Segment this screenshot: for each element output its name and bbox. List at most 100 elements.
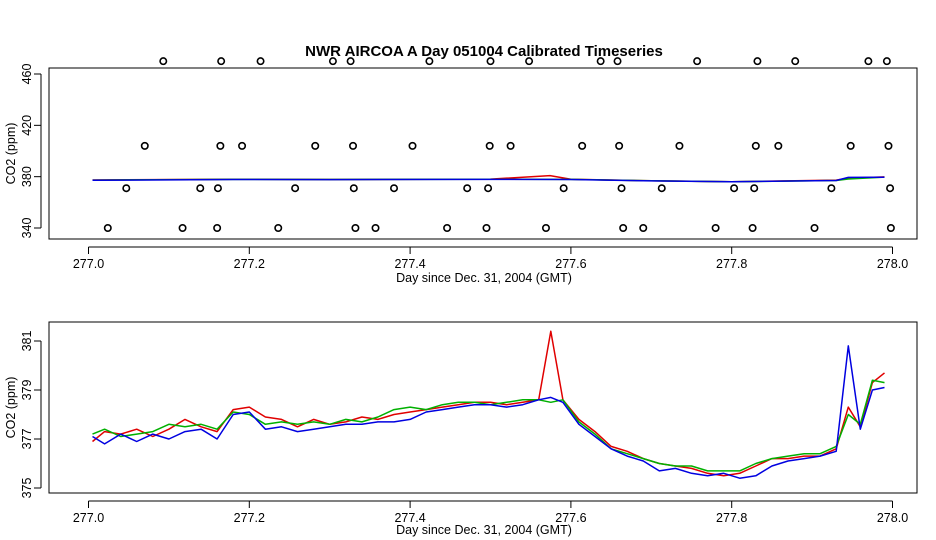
x-tick-label: 277.4	[394, 511, 425, 525]
calibration-point	[884, 141, 893, 150]
calibration-point	[217, 57, 226, 66]
calibration-point	[613, 57, 622, 66]
y-tick-label: 375	[20, 478, 34, 499]
calibration-point	[349, 141, 358, 150]
calibration-point	[425, 57, 434, 66]
calibration-point	[484, 184, 493, 193]
calibration-point	[213, 184, 222, 193]
calibration-point	[846, 141, 855, 150]
calibration-point	[408, 141, 417, 150]
bottom-x-axis-label: Day since Dec. 31, 2004 (GMT)	[396, 523, 572, 537]
bottom-series-lines	[92, 330, 885, 479]
calibration-point	[639, 224, 648, 233]
calibration-point	[351, 224, 360, 233]
series-line-green	[92, 379, 885, 472]
calibration-point	[103, 224, 112, 233]
calibration-point	[159, 57, 168, 66]
y-tick-label: 380	[20, 166, 34, 187]
calibration-point	[559, 184, 568, 193]
top-x-axis: 277.0 277.2 277.4 277.6 277.8 278.0	[73, 246, 908, 271]
bottom-x-axis: 277.0 277.2 277.4 277.6 277.8 278.0	[73, 500, 908, 525]
calibration-point	[791, 57, 800, 66]
calibration-point	[371, 224, 380, 233]
x-tick-label: 277.6	[555, 257, 586, 271]
calibration-point	[596, 57, 605, 66]
calibration-point	[140, 141, 149, 150]
calibration-point	[482, 224, 491, 233]
calibration-point	[291, 184, 300, 193]
x-tick-label: 277.6	[555, 511, 586, 525]
x-tick-label: 277.8	[716, 511, 747, 525]
y-tick-label: 379	[20, 380, 34, 401]
bottom-plot-frame	[48, 321, 918, 494]
calibration-point	[675, 141, 684, 150]
series-line-red	[92, 330, 885, 477]
y-tick-label: 460	[20, 64, 34, 85]
x-tick-label: 278.0	[877, 257, 908, 271]
calibration-point	[615, 141, 624, 150]
x-tick-label: 277.0	[73, 511, 104, 525]
calibration-point	[578, 141, 587, 150]
calibration-point	[774, 141, 783, 150]
calibration-point	[256, 57, 265, 66]
x-tick-label: 277.0	[73, 257, 104, 271]
calibration-point	[827, 184, 836, 193]
top-scatter-points	[103, 57, 895, 233]
y-tick-label: 420	[20, 115, 34, 136]
calibration-point	[711, 224, 720, 233]
calibration-point	[196, 184, 205, 193]
calibration-point	[750, 184, 759, 193]
x-tick-label: 278.0	[877, 511, 908, 525]
bottom-y-axis-label: CO2 (ppm)	[4, 377, 18, 439]
calibration-point	[619, 224, 628, 233]
calibration-point	[274, 224, 283, 233]
x-tick-label: 277.2	[234, 257, 265, 271]
bottom-panel: 277.0 277.2 277.4 277.6 277.8 278.0 375 377 379…	[4, 321, 918, 537]
y-tick-label: 377	[20, 429, 34, 450]
calibration-point	[178, 224, 187, 233]
calibration-point	[525, 57, 534, 66]
top-x-axis-label: Day since Dec. 31, 2004 (GMT)	[396, 271, 572, 285]
calibration-point	[213, 224, 222, 233]
top-plot-frame	[48, 67, 918, 240]
calibration-point	[886, 184, 895, 193]
bottom-y-axis: 375 377 379 381	[20, 331, 42, 499]
calibration-point	[216, 141, 225, 150]
calibration-point	[748, 224, 757, 233]
calibration-point	[882, 57, 891, 66]
calibration-point	[864, 57, 873, 66]
calibration-point	[485, 141, 494, 150]
calibration-point	[328, 57, 337, 66]
calibration-point	[751, 141, 760, 150]
calibration-point	[122, 184, 131, 193]
calibration-point	[238, 141, 247, 150]
calibration-point	[390, 184, 399, 193]
calibration-point	[541, 224, 550, 233]
x-tick-label: 277.8	[716, 257, 747, 271]
x-tick-label: 277.4	[394, 257, 425, 271]
calibration-point	[753, 57, 762, 66]
y-tick-label: 381	[20, 331, 34, 352]
series-line-blue	[92, 176, 885, 183]
calibration-point	[886, 224, 895, 233]
top-series-lines	[92, 174, 885, 183]
x-tick-label: 277.2	[234, 511, 265, 525]
calibration-point	[349, 184, 358, 193]
calibration-point	[463, 184, 472, 193]
calibration-point	[486, 57, 495, 66]
calibration-point	[346, 57, 355, 66]
calibration-point	[617, 184, 626, 193]
calibration-point	[506, 141, 515, 150]
calibration-point	[311, 141, 320, 150]
calibration-point	[693, 57, 702, 66]
calibration-point	[730, 184, 739, 193]
top-panel: 277.0 277.2 277.4 277.6 277.8 278.0 340 380 420…	[4, 57, 918, 285]
top-y-axis: 340 380 420 460	[20, 64, 42, 239]
chart-title: NWR AIRCOA A Day 051004 Calibrated Times…	[305, 43, 663, 60]
top-y-axis-label: CO2 (ppm)	[4, 123, 18, 185]
calibration-point	[810, 224, 819, 233]
calibration-point	[443, 224, 452, 233]
y-tick-label: 340	[20, 218, 34, 239]
series-line-blue	[92, 345, 885, 479]
